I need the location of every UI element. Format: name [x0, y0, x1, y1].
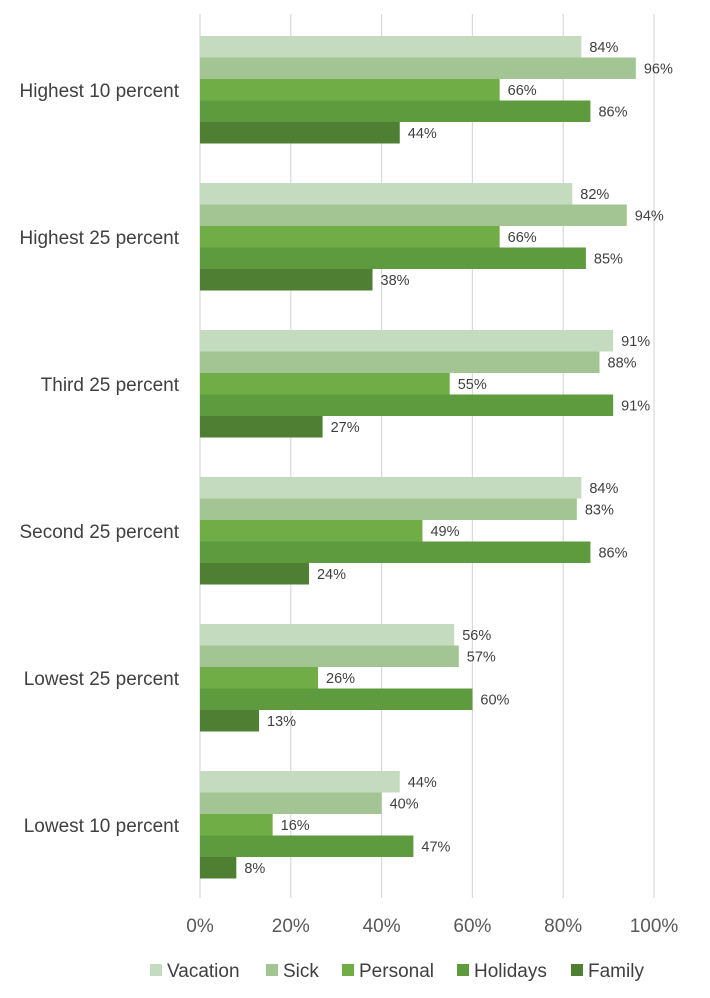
category-label: Third 25 percent	[41, 375, 180, 396]
data-label-vacation: 84%	[589, 40, 618, 56]
bars	[200, 36, 636, 879]
bar-family-3	[200, 416, 323, 438]
bar-vacation-6	[200, 771, 400, 793]
legend-swatch-holidays	[457, 964, 469, 976]
x-axis-tick-labels: 0% 20% 40% 60% 80% 100%	[186, 916, 678, 937]
bar-holidays-2	[200, 247, 586, 269]
data-label-sick: 57%	[467, 649, 496, 665]
x-tick-label: 100%	[630, 916, 679, 937]
legend-swatch-personal	[342, 964, 354, 976]
legend-label-vacation: Vacation	[167, 961, 240, 982]
bar-sick-2	[200, 204, 627, 226]
x-tick-label: 40%	[363, 916, 401, 937]
bar-sick-4	[200, 498, 577, 520]
category-labels: Highest 10 percent Highest 25 percent Thir…	[19, 81, 179, 837]
data-label-family: 13%	[267, 714, 296, 730]
data-label-sick: 96%	[644, 61, 673, 77]
bar-vacation-3	[200, 330, 614, 352]
bar-personal-2	[200, 226, 500, 248]
bar-sick-6	[200, 792, 382, 814]
data-label-holidays: 60%	[480, 692, 509, 708]
data-label-sick: 94%	[635, 208, 664, 224]
legend-label-sick: Sick	[283, 961, 319, 982]
category-label: Lowest 10 percent	[24, 816, 180, 837]
category-label: Highest 10 percent	[20, 81, 180, 102]
data-label-holidays: 85%	[594, 251, 623, 267]
data-label-vacation: 91%	[621, 334, 650, 350]
data-label-holidays: 47%	[421, 839, 450, 855]
category-label: Highest 25 percent	[20, 228, 180, 249]
bar-family-4	[200, 563, 309, 585]
data-label-vacation: 56%	[462, 628, 491, 644]
legend: Vacation Sick Personal Holidays Family	[150, 961, 644, 982]
bar-holidays-3	[200, 394, 614, 416]
x-tick-label: 20%	[272, 916, 310, 937]
bar-holidays-5	[200, 688, 473, 710]
bar-vacation-1	[200, 36, 582, 58]
data-label-holidays: 86%	[598, 545, 627, 561]
legend-swatch-sick	[266, 964, 278, 976]
bar-family-1	[200, 122, 400, 144]
data-label-family: 24%	[317, 567, 346, 583]
bar-vacation-2	[200, 183, 573, 205]
data-label-personal: 66%	[508, 83, 537, 99]
data-label-sick: 83%	[585, 502, 614, 518]
data-label-holidays: 86%	[598, 104, 627, 120]
bar-vacation-5	[200, 624, 455, 646]
data-label-family: 8%	[244, 861, 265, 877]
bar-sick-5	[200, 645, 459, 667]
x-tick-label: 80%	[544, 916, 582, 937]
bar-vacation-4	[200, 477, 582, 499]
data-label-personal: 66%	[508, 230, 537, 246]
bar-family-6	[200, 857, 237, 879]
data-label-personal: 55%	[458, 377, 487, 393]
data-label-holidays: 91%	[621, 398, 650, 414]
x-tick-label: 60%	[453, 916, 491, 937]
legend-label-personal: Personal	[359, 961, 434, 982]
data-label-sick: 40%	[390, 796, 419, 812]
bar-holidays-6	[200, 835, 414, 857]
data-label-vacation: 82%	[580, 187, 609, 203]
legend-label-family: Family	[588, 961, 644, 982]
x-tick-label: 0%	[186, 916, 214, 937]
category-label: Lowest 25 percent	[24, 669, 180, 690]
data-label-family: 38%	[381, 273, 410, 289]
legend-swatch-vacation	[150, 964, 162, 976]
data-label-family: 27%	[331, 420, 360, 436]
data-label-vacation: 44%	[408, 775, 437, 791]
bar-personal-5	[200, 667, 319, 689]
legend-swatch-family	[571, 964, 583, 976]
bar-personal-4	[200, 520, 423, 542]
bar-family-2	[200, 269, 373, 291]
bar-personal-3	[200, 373, 450, 395]
gridlines	[199, 14, 655, 898]
category-label: Second 25 percent	[19, 522, 179, 543]
bar-sick-1	[200, 57, 636, 79]
bar-family-5	[200, 710, 260, 732]
bar-holidays-4	[200, 541, 591, 563]
data-label-personal: 16%	[281, 818, 310, 834]
data-label-family: 44%	[408, 126, 437, 142]
bar-holidays-1	[200, 100, 591, 122]
legend-label-holidays: Holidays	[474, 961, 547, 982]
data-label-personal: 26%	[326, 671, 355, 687]
data-label-vacation: 84%	[589, 481, 618, 497]
bar-sick-3	[200, 351, 600, 373]
data-label-personal: 49%	[430, 524, 459, 540]
data-label-sick: 88%	[608, 355, 637, 371]
data-labels: 84% 96% 66% 86% 44% 82% 94% 66% 85% 38% 91% 88% 55% 9…	[244, 40, 673, 877]
bar-personal-1	[200, 79, 500, 101]
bar-personal-6	[200, 814, 273, 836]
